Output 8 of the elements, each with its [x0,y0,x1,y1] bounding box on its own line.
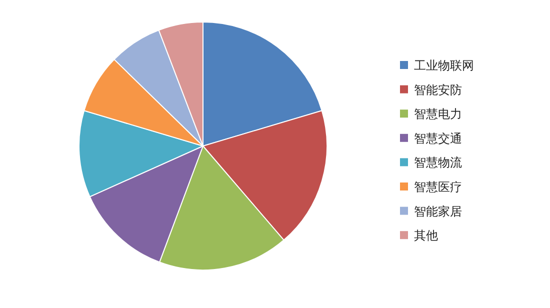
legend-label: 智能家居 [414,204,462,218]
legend-label: 智慧交通 [414,131,462,146]
legend-label: 智慧电力 [414,107,462,122]
legend-label: 其他 [414,228,438,243]
legend-label: 智慧物流 [414,156,462,170]
legend-label: 工业物联网 [414,58,474,72]
legend-label: 智慧医疗 [414,180,462,194]
legend-label: 智能安防 [414,82,462,97]
